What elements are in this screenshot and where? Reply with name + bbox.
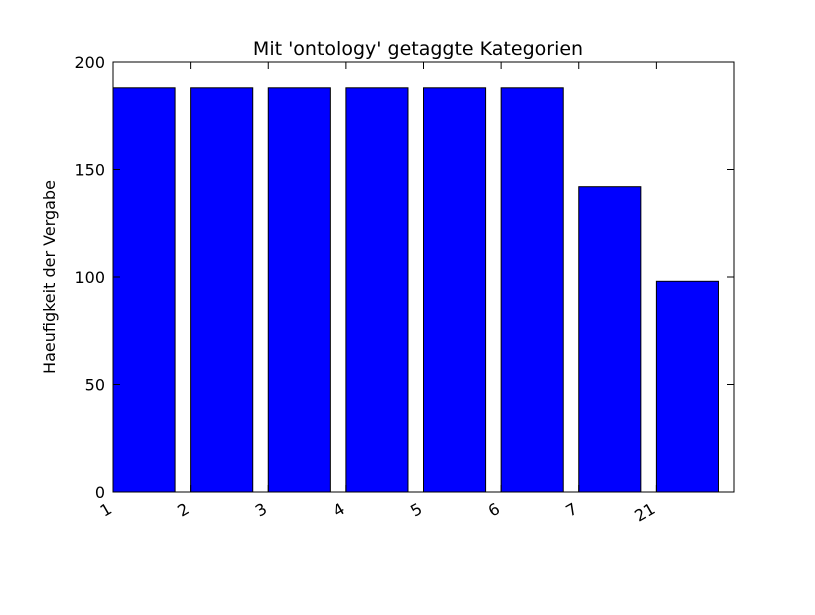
bar-7: [578, 186, 642, 493]
bar-3: [267, 87, 331, 493]
y-tick-label-100: 100: [74, 268, 105, 287]
y-tick-label-0: 0: [95, 483, 105, 502]
bar-5: [423, 87, 487, 493]
bar-2: [190, 87, 254, 493]
y-axis-label: Haeufigkeit der Vergabe: [40, 180, 59, 374]
bars-group: [112, 87, 719, 493]
y-tick-label-50: 50: [85, 376, 105, 395]
chart-title: Mit 'ontology' getaggte Kategorien: [253, 38, 583, 60]
y-tick-label-200: 200: [74, 53, 105, 72]
bar-6: [500, 87, 564, 493]
bar-21: [655, 280, 719, 493]
plot-frame: [112, 61, 735, 493]
bar-1: [112, 87, 176, 493]
y-tick-label-150: 150: [74, 161, 105, 180]
bar-4: [345, 87, 409, 493]
